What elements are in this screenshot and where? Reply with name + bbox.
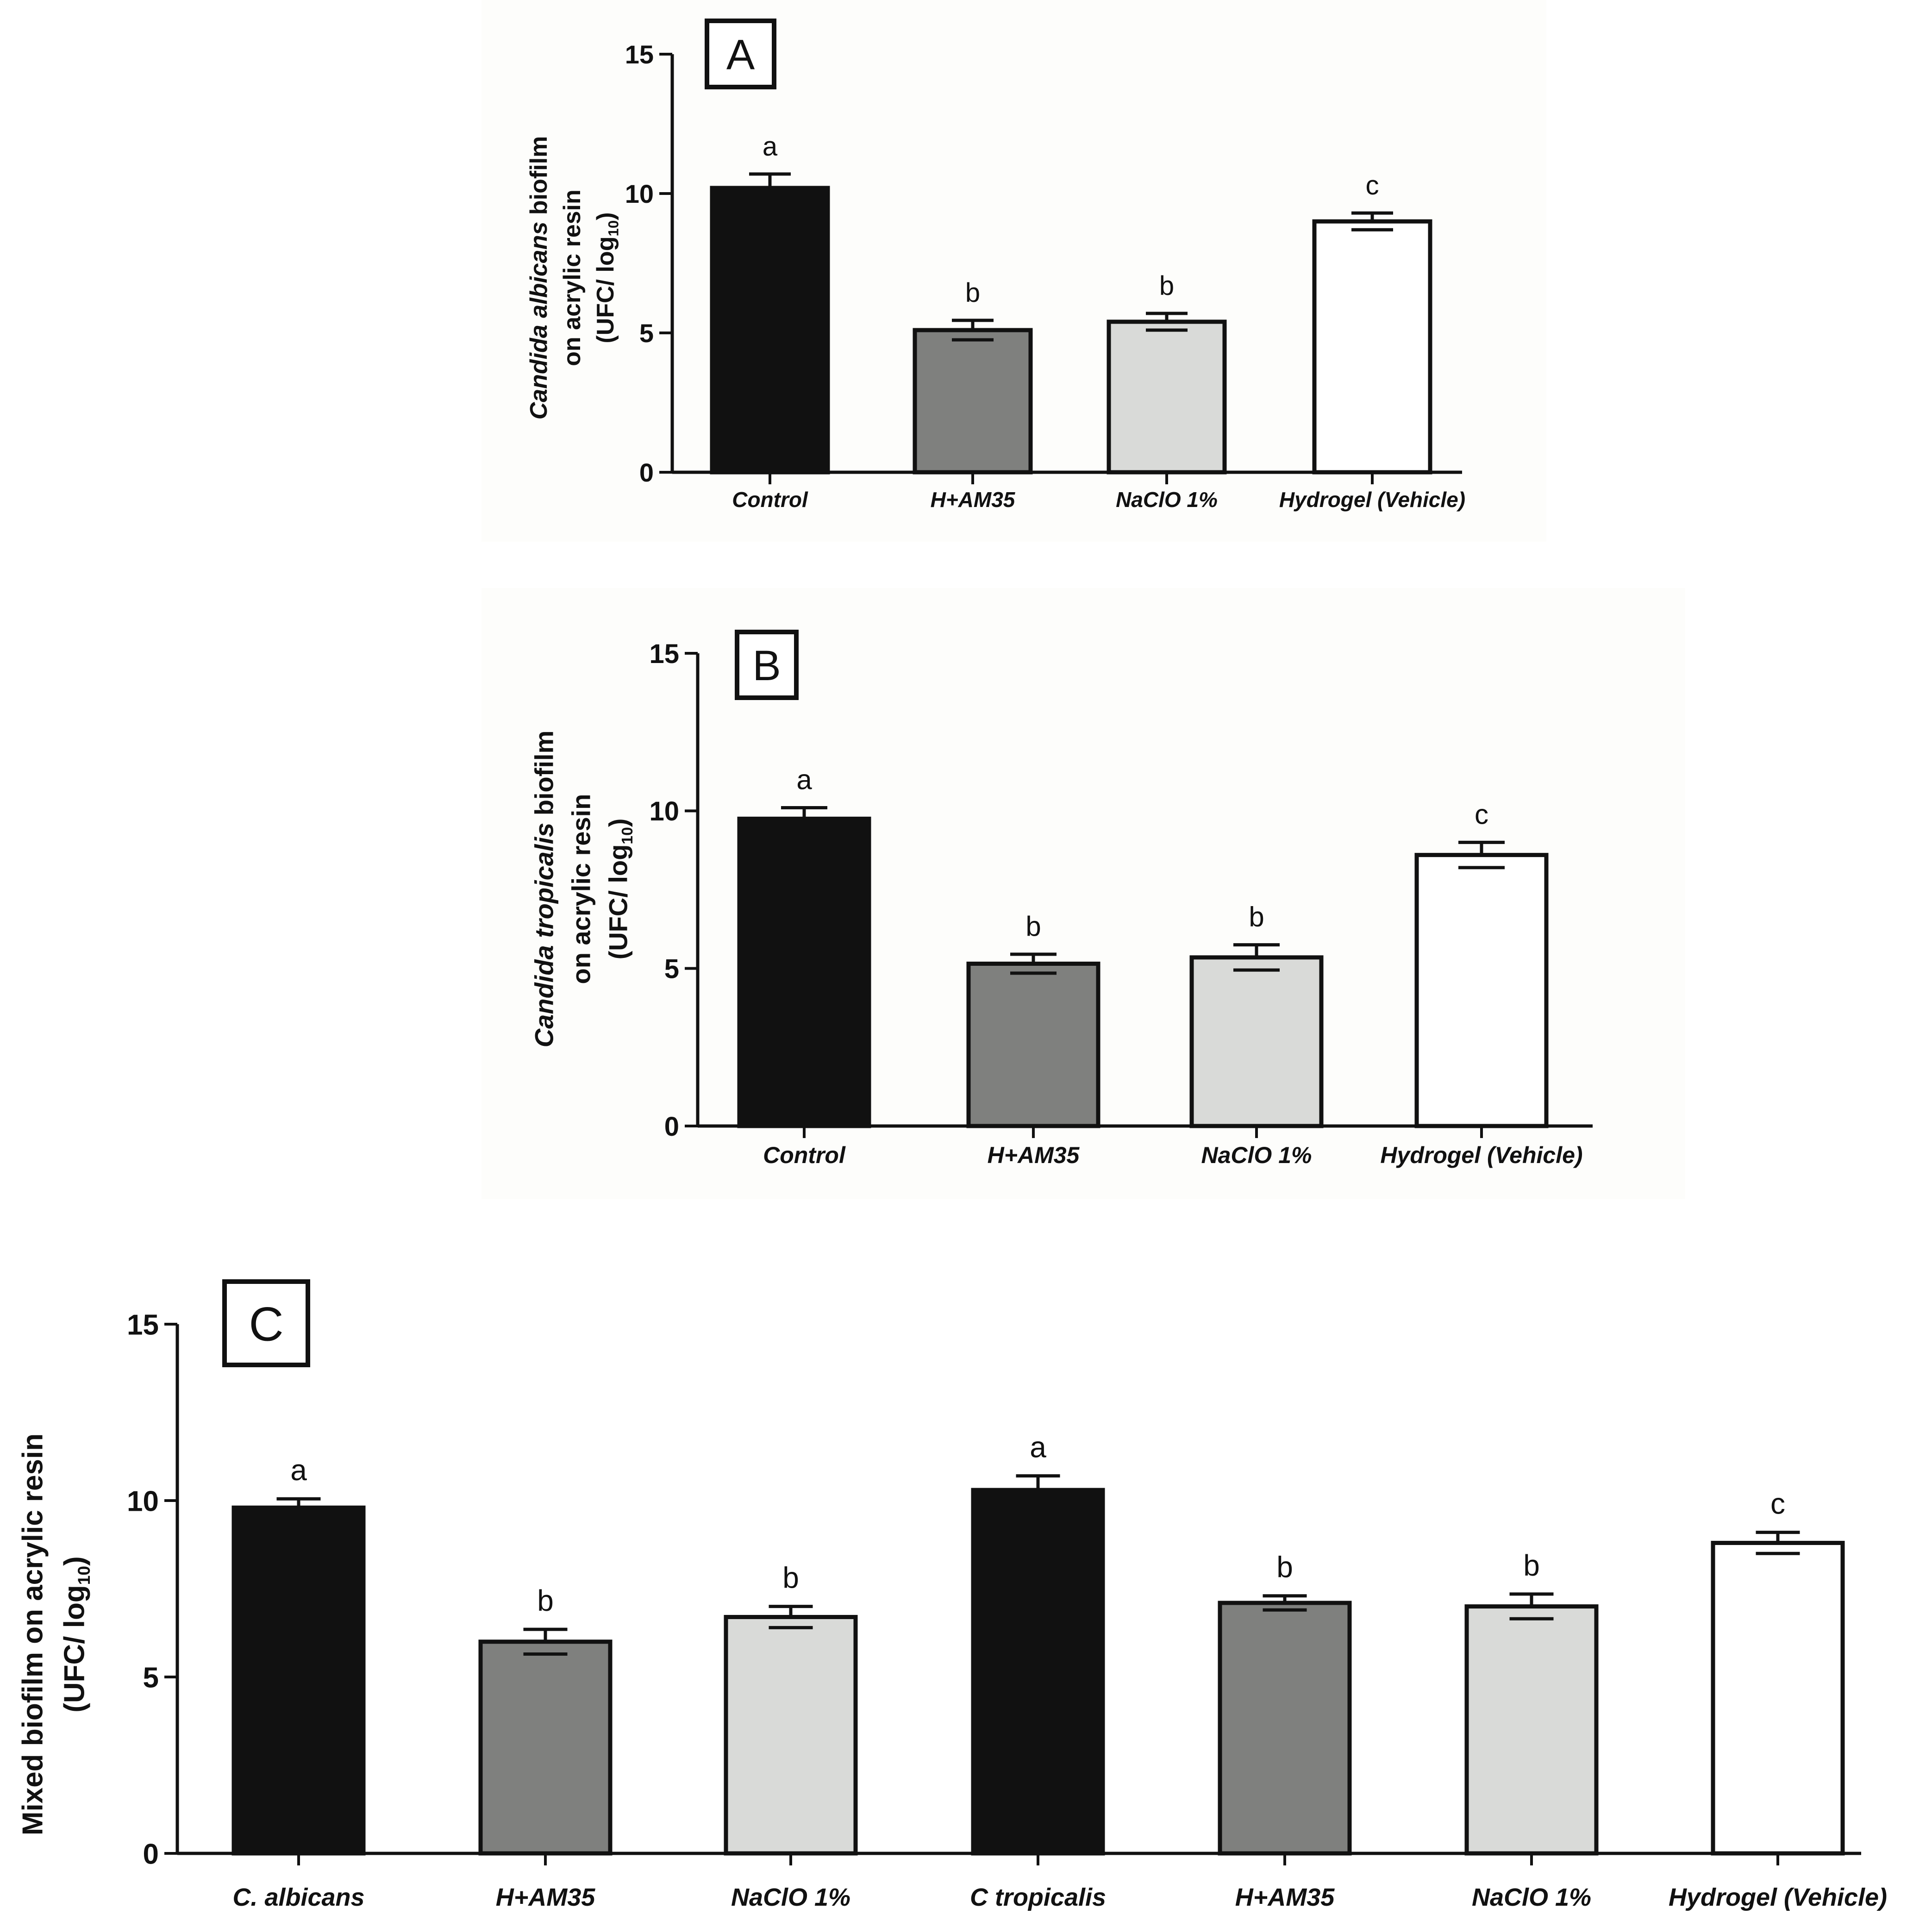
bar-c-albicans	[231, 1505, 366, 1856]
bar-naclo-1-	[1464, 1604, 1599, 1856]
significance-label: c	[1475, 799, 1488, 830]
x-tick-label: Hydrogel (Vehicle)	[1669, 1883, 1887, 1911]
panel-label: B	[752, 642, 781, 689]
panel-label: C	[249, 1297, 283, 1351]
significance-label: a	[763, 131, 778, 162]
chart-panel-b: B Candida tropicalis biofilm on acrylic re…	[530, 630, 1593, 1168]
y-tick-label: 10	[649, 796, 679, 826]
significance-label: b	[965, 278, 980, 308]
panel-label-box	[222, 1279, 310, 1367]
y-tick-label: 15	[127, 1309, 159, 1341]
y-axis-label-line: Mixed biofilm on acrylic resin	[17, 1433, 49, 1835]
significance-label: a	[1030, 1431, 1046, 1464]
significance-label: b	[1159, 271, 1174, 301]
chart-panel-a: A Candida albicans biofilm on acrylic resi…	[525, 19, 1465, 512]
x-tick-label: H+AM35	[988, 1142, 1080, 1168]
x-tick-label: NaClO 1%	[1116, 488, 1218, 512]
bar-hydrogel-vehicle-	[1312, 219, 1432, 475]
chart-panel-c: C Mixed biofilm on acrylic resin (UFC/ log…	[17, 1279, 1887, 1911]
x-tick-label: NaClO 1%	[731, 1883, 850, 1911]
bar-naclo-1-	[724, 1614, 858, 1856]
bar-h-am35	[478, 1639, 613, 1856]
significance-label: c	[1770, 1487, 1785, 1520]
x-tick-label: Hydrogel (Vehicle)	[1380, 1142, 1582, 1168]
significance-label: a	[290, 1453, 307, 1487]
bar-c-tropicalis	[971, 1488, 1105, 1856]
x-tick-label: Control	[732, 488, 808, 512]
significance-label: b	[1249, 901, 1264, 932]
x-tick-label: H+AM35	[931, 488, 1016, 512]
panel-label: A	[726, 31, 755, 79]
y-tick-label: 0	[664, 1112, 679, 1142]
y-axis-label: Mixed biofilm on acrylic resin (UFC/ log1…	[17, 1433, 94, 1835]
x-tick-label: H+AM35	[1235, 1883, 1335, 1911]
bar-control	[737, 816, 871, 1128]
bar-hydrogel-vehicle-	[1711, 1540, 1845, 1856]
y-tick-label: 10	[127, 1485, 159, 1517]
y-axis-label-line: (UFC/ log10)	[604, 819, 636, 960]
y-tick-label: 5	[664, 954, 679, 984]
bar-naclo-1-	[1189, 955, 1324, 1128]
bar-naclo-1-	[1107, 319, 1227, 475]
y-axis-label-line: Candida albicans biofilm	[525, 136, 552, 420]
y-tick-label: 5	[639, 319, 654, 348]
y-axis-label: Candida tropicalis biofilm on acrylic res…	[530, 731, 636, 1048]
x-tick-label: H+AM35	[496, 1883, 596, 1911]
y-axis-label-line: on acrylic resin	[567, 794, 596, 984]
y-tick-label: 5	[143, 1662, 159, 1694]
significance-label: b	[782, 1561, 799, 1595]
x-tick-label: C tropicalis	[970, 1883, 1106, 1911]
bar-h-am35	[966, 961, 1100, 1128]
bar-h-am35	[1218, 1601, 1352, 1856]
y-axis-label-line: on acrylic resin	[559, 189, 586, 366]
significance-label: b	[1025, 911, 1041, 942]
bar-control	[710, 186, 830, 475]
bar-hydrogel-vehicle-	[1414, 853, 1549, 1128]
x-tick-label: NaClO 1%	[1201, 1142, 1312, 1168]
x-tick-label: Control	[763, 1142, 846, 1168]
significance-label: b	[537, 1584, 554, 1617]
x-tick-label: Hydrogel (Vehicle)	[1279, 488, 1465, 512]
bar-h-am35	[913, 328, 1033, 475]
significance-label: b	[1276, 1551, 1293, 1584]
significance-label: c	[1366, 170, 1379, 200]
y-tick-label: 15	[625, 40, 654, 69]
y-tick-label: 15	[649, 639, 679, 669]
y-axis-label-line: Candida tropicalis biofilm	[530, 731, 559, 1048]
y-tick-label: 0	[143, 1838, 159, 1870]
x-tick-label: C. albicans	[232, 1883, 364, 1911]
y-tick-label: 10	[625, 179, 654, 208]
x-tick-label: NaClO 1%	[1472, 1883, 1591, 1911]
panel-label-box	[705, 19, 776, 89]
y-axis-label-line: (UFC/ log10)	[592, 212, 621, 343]
y-tick-label: 0	[639, 458, 654, 487]
significance-label: b	[1523, 1549, 1540, 1582]
y-axis-label-line: (UFC/ log10)	[59, 1556, 94, 1713]
panel-label-box	[735, 630, 799, 700]
significance-label: a	[796, 764, 812, 795]
y-axis-label: Candida albicans biofilm on acrylic resin…	[525, 136, 621, 420]
